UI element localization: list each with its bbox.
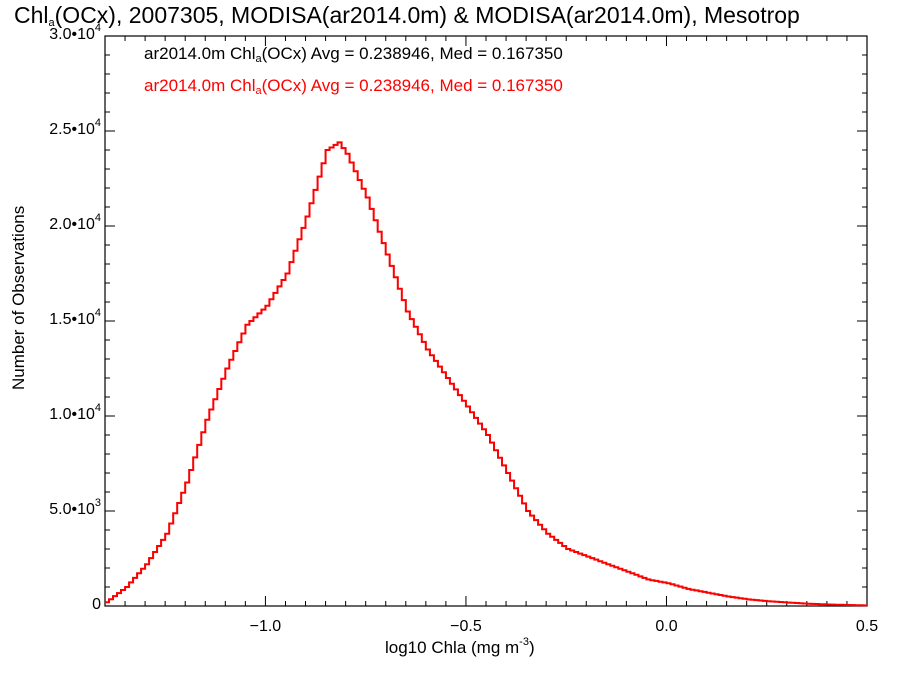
legend-red-sub: a (255, 85, 262, 97)
y-tick-label: 2.0•104 (49, 212, 101, 234)
x-tick-label: −0.5 (450, 618, 482, 635)
legend-red-pre: ar2014.0m Chl (144, 76, 256, 95)
title-pre: Chl (14, 2, 49, 28)
series-layer (105, 141, 867, 607)
x-tick-label: −1.0 (249, 618, 282, 635)
legend-black-pre: ar2014.0m Chl (144, 44, 256, 63)
x-tick-label: 0.0 (655, 618, 678, 635)
y-tick-label: 0 (92, 596, 101, 613)
y-tick-label: 5.0•103 (49, 497, 101, 519)
legend-red-post: (OCx) Avg = 0.238946, Med = 0.167350 (261, 76, 563, 95)
title-post: (OCx), 2007305, MODISA(ar2014.0m) & MODI… (54, 2, 800, 28)
y-tick-label: 2.5•104 (49, 117, 101, 139)
x-axis-label-sup: -3 (519, 636, 529, 648)
y-tick-label: 1.0•104 (49, 402, 101, 424)
x-axis-label: log10 Chla (mg m-3) (385, 636, 535, 658)
x-axis-label-end: ) (528, 638, 535, 657)
series-line-red (105, 141, 867, 607)
x-tick-label: 0.5 (855, 618, 879, 635)
y-tick-label: 3.0•104 (49, 22, 101, 44)
x-axis-label-text: log10 Chla (mg m (385, 638, 520, 657)
series-line-black (105, 141, 867, 607)
plot-frame (104, 35, 868, 607)
tick-marks (104, 35, 868, 607)
y-tick-label: 1.5•104 (49, 307, 101, 329)
legend-black-post: (OCx) Avg = 0.238946, Med = 0.167350 (261, 44, 563, 63)
legend-entry-black: ar2014.0m Chla(OCx) Avg = 0.238946, Med … (144, 44, 563, 65)
chart-title: Chla(OCx), 2007305, MODISA(ar2014.0m) & … (14, 2, 900, 29)
legend-black-sub: a (255, 53, 262, 65)
legend-entry-red: ar2014.0m Chla(OCx) Avg = 0.238946, Med … (144, 76, 563, 97)
title-sub: a (48, 17, 55, 29)
